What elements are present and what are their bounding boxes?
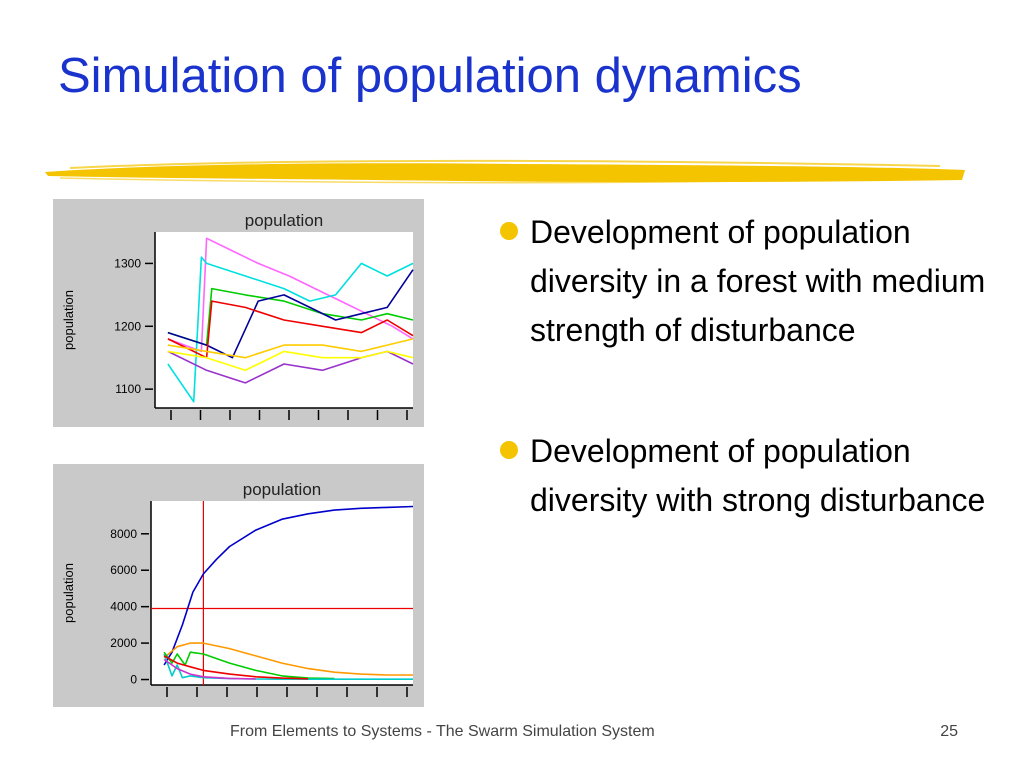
y-tick-label: 2000: [110, 636, 137, 650]
bullet-text: Development of population diversity in a…: [530, 214, 986, 348]
plot-area: [151, 501, 413, 685]
y-tick-label: 1300: [114, 256, 141, 270]
y-tick-label: 0: [130, 673, 137, 687]
series-line: [163, 658, 256, 680]
series-line: [163, 655, 309, 680]
bullet-item: Development of population diversity in a…: [497, 208, 997, 355]
title-underline-brush: [45, 159, 965, 184]
chart-medium-disturbance: population 1100 1200 1300 population: [53, 199, 424, 427]
chart-title: population: [245, 211, 323, 230]
bullet-dot-icon: [500, 441, 518, 459]
y-axis-label: population: [61, 563, 76, 623]
bullet-dot-icon: [500, 222, 518, 240]
series-line: [167, 287, 414, 346]
y-axis-label: population: [61, 290, 76, 350]
series-line: [167, 338, 414, 359]
y-tick-label: 1100: [115, 382, 141, 396]
slide-title: Simulation of population dynamics: [58, 49, 802, 103]
bullet-text: Development of population diversity with…: [530, 433, 986, 518]
chart-strong-disturbance-svg: population 0 2000 4000 6000 8000 population: [61, 480, 414, 697]
footer-text: From Elements to Systems - The Swarm Sim…: [230, 723, 655, 740]
series-line: [163, 651, 335, 680]
series-line: [163, 505, 414, 666]
chart-strong-disturbance: population 0 2000 4000 6000 8000 population: [53, 464, 424, 707]
y-tick-label: 6000: [110, 563, 137, 577]
chart-title: population: [243, 480, 321, 499]
y-tick-label: 4000: [110, 600, 137, 614]
bullet-item: Development of population diversity with…: [497, 427, 997, 525]
series-line: [167, 300, 414, 359]
series-line: [167, 237, 414, 353]
bullet-list: Development of population diversity in a…: [497, 208, 997, 525]
series-line: [167, 256, 414, 403]
y-tick-label: 1200: [114, 319, 141, 333]
series-line: [167, 269, 414, 359]
series-line: [163, 642, 413, 676]
y-tick-label: 8000: [110, 527, 137, 541]
series-line: [167, 350, 414, 372]
page-number: 25: [940, 723, 958, 740]
chart-medium-disturbance-svg: population 1100 1200 1300 population: [61, 211, 414, 420]
